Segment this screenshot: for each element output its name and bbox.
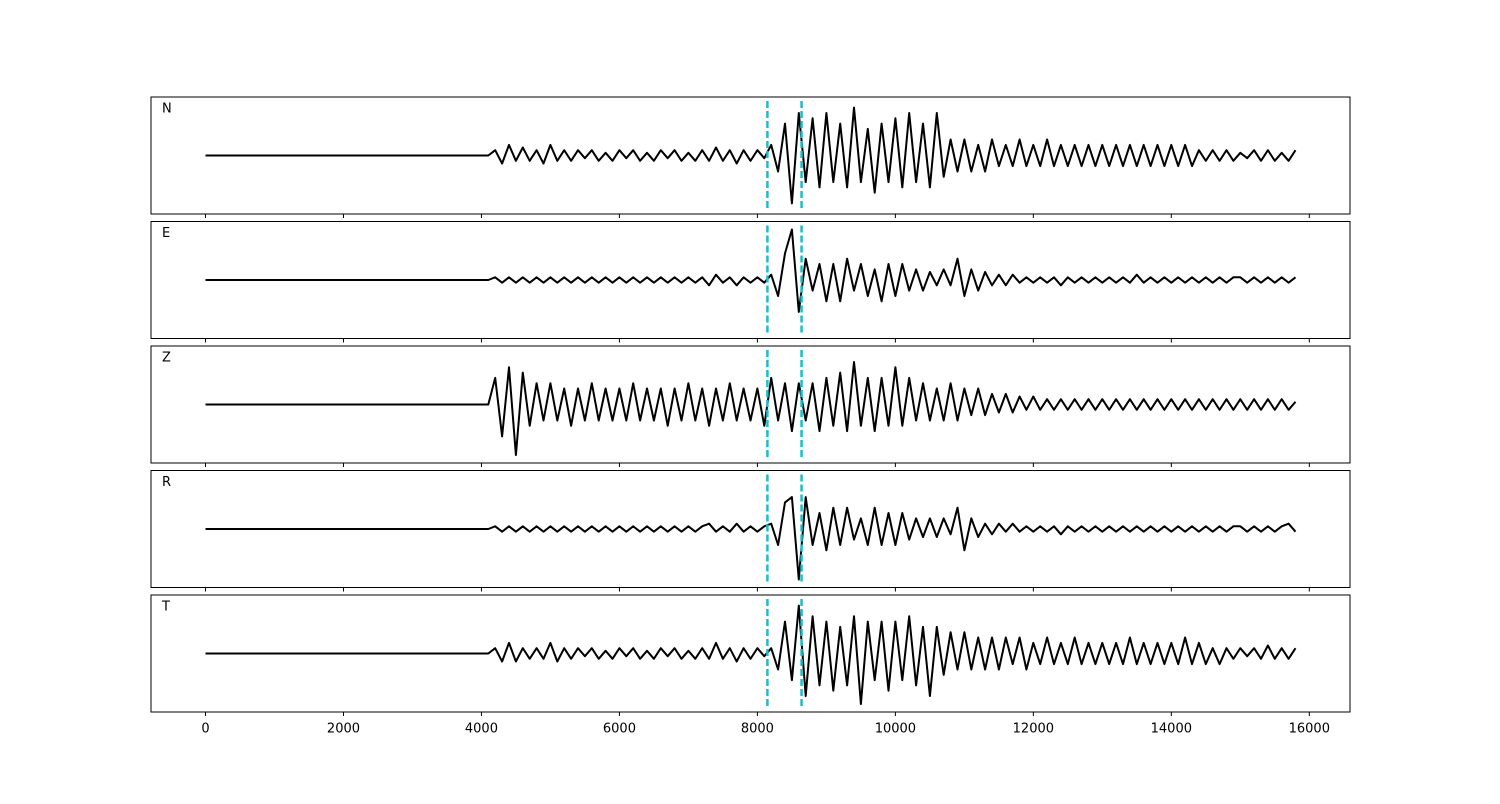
panel-label: E	[162, 226, 170, 241]
panel-label: N	[162, 102, 172, 117]
x-tick-label: 2000	[327, 722, 360, 737]
waveform	[205, 604, 1297, 705]
x-tick-label: 16000	[1289, 722, 1330, 737]
panel-frame	[150, 96, 1351, 215]
panel-label: Z	[162, 351, 171, 366]
x-tick-label: 0	[201, 722, 209, 737]
waveform	[205, 228, 1297, 313]
x-tick-label: 12000	[1013, 722, 1054, 737]
panel-label: T	[161, 600, 170, 615]
panel-label: R	[162, 475, 171, 490]
x-tick-label: 6000	[603, 722, 636, 737]
x-tick-label: 14000	[1151, 722, 1192, 737]
waveform	[205, 106, 1297, 205]
panel-frame	[150, 221, 1351, 339]
x-tick-label: 10000	[875, 722, 916, 737]
x-tick-label: 4000	[465, 722, 498, 737]
waveform	[205, 496, 1297, 581]
panel-frame	[150, 345, 1351, 464]
x-tick-label: 8000	[741, 722, 774, 737]
panel-frame	[150, 594, 1351, 713]
panel-frame	[150, 470, 1351, 588]
waveform	[205, 361, 1297, 456]
